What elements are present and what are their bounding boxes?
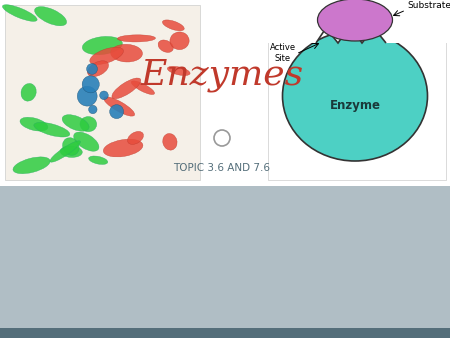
Text: Substrate: Substrate xyxy=(407,1,450,10)
Ellipse shape xyxy=(162,20,184,31)
Ellipse shape xyxy=(20,117,48,131)
Ellipse shape xyxy=(163,134,177,150)
Circle shape xyxy=(214,130,230,146)
Ellipse shape xyxy=(2,5,37,21)
Bar xyxy=(0,0,450,186)
Circle shape xyxy=(99,91,108,100)
Ellipse shape xyxy=(34,122,70,137)
Ellipse shape xyxy=(112,78,141,99)
Bar xyxy=(5,5,200,180)
Ellipse shape xyxy=(283,31,428,161)
Circle shape xyxy=(86,64,98,74)
Text: TOPIC 3.6 AND 7.6: TOPIC 3.6 AND 7.6 xyxy=(174,163,270,173)
Bar xyxy=(268,5,446,180)
Ellipse shape xyxy=(111,44,143,62)
Ellipse shape xyxy=(50,141,81,162)
Ellipse shape xyxy=(90,47,123,65)
Ellipse shape xyxy=(89,156,108,165)
Ellipse shape xyxy=(131,81,154,95)
Ellipse shape xyxy=(63,138,79,155)
Ellipse shape xyxy=(74,132,99,151)
Circle shape xyxy=(110,105,124,119)
Bar xyxy=(0,186,450,338)
Ellipse shape xyxy=(82,37,122,55)
Polygon shape xyxy=(325,18,380,32)
Circle shape xyxy=(82,76,99,93)
Ellipse shape xyxy=(13,157,50,174)
Ellipse shape xyxy=(170,32,189,50)
Bar xyxy=(0,328,450,338)
Ellipse shape xyxy=(60,146,82,158)
Ellipse shape xyxy=(104,97,135,116)
Text: Enzymes: Enzymes xyxy=(140,58,304,92)
Ellipse shape xyxy=(80,117,97,132)
Ellipse shape xyxy=(127,131,144,144)
Text: Active
Site: Active Site xyxy=(270,43,296,63)
Text: Enzyme: Enzyme xyxy=(329,99,381,113)
Ellipse shape xyxy=(158,40,173,52)
Ellipse shape xyxy=(62,115,89,131)
Ellipse shape xyxy=(318,0,392,41)
Polygon shape xyxy=(268,0,450,43)
Ellipse shape xyxy=(117,35,156,42)
Ellipse shape xyxy=(88,61,108,77)
Circle shape xyxy=(77,86,97,106)
Ellipse shape xyxy=(35,7,67,26)
Ellipse shape xyxy=(167,66,190,75)
Circle shape xyxy=(89,105,97,114)
Ellipse shape xyxy=(21,83,36,101)
Ellipse shape xyxy=(104,139,143,157)
